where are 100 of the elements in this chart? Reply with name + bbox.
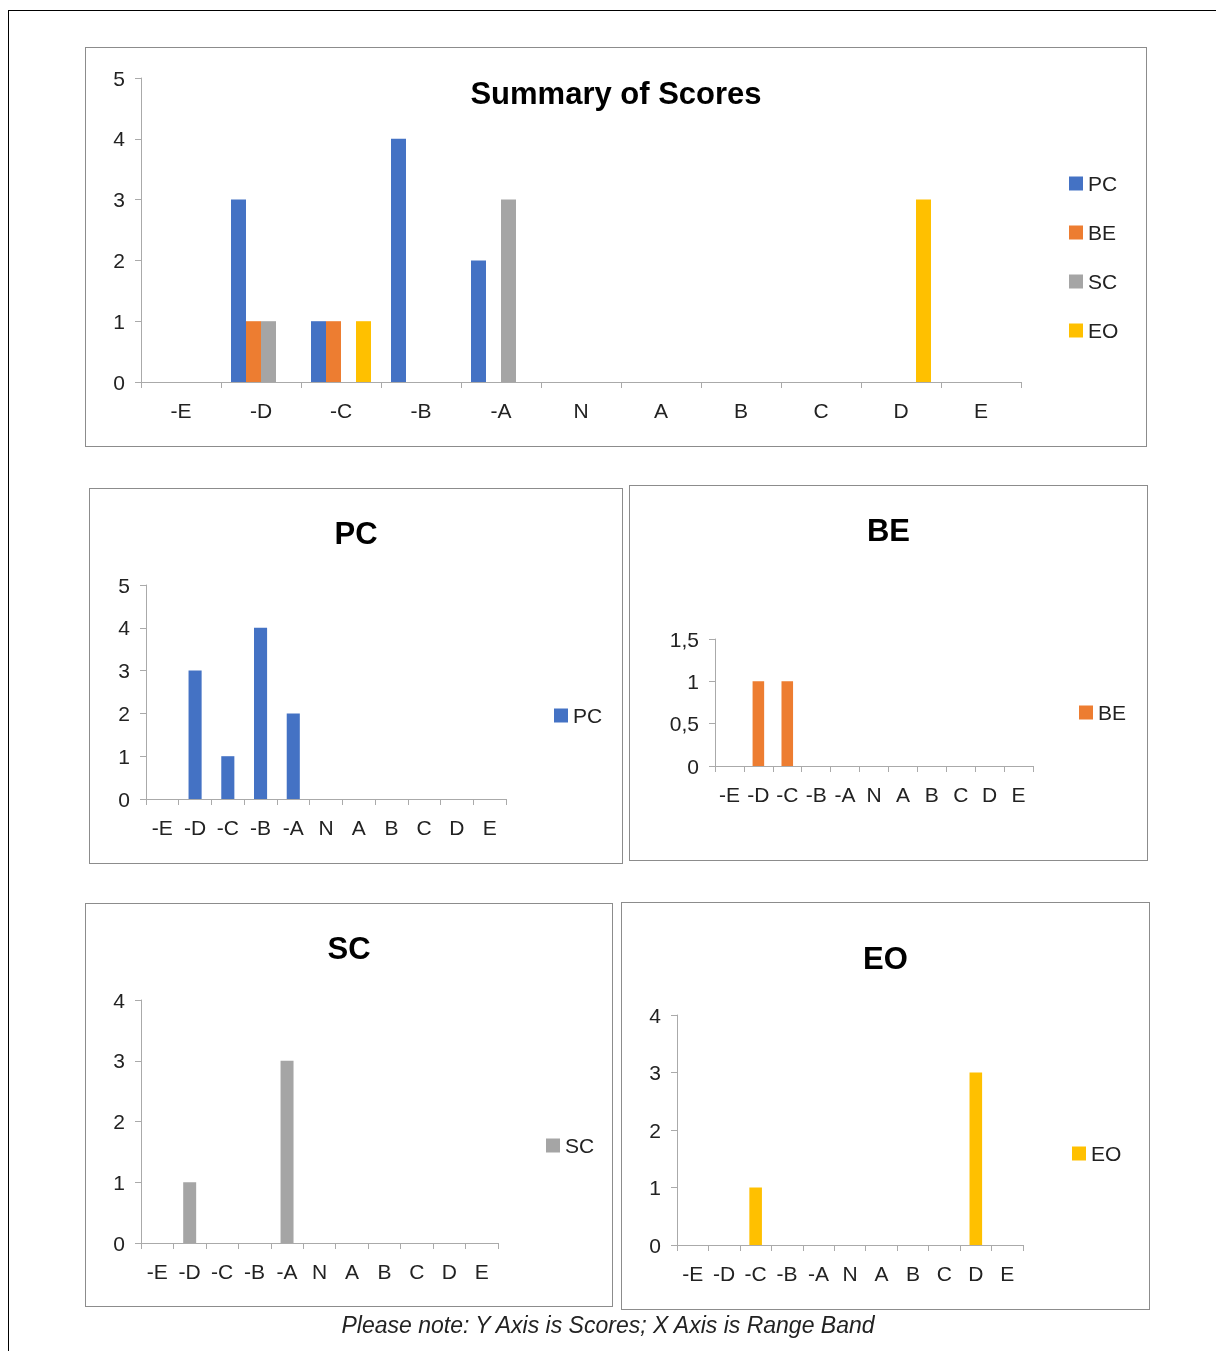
y-tick-label: 1 xyxy=(113,1170,125,1194)
y-tick-label: 2 xyxy=(649,1118,661,1142)
x-tick-label: A xyxy=(351,816,366,839)
y-tick-label: 2 xyxy=(113,1110,125,1133)
x-tick-label: -A xyxy=(282,816,304,839)
x-tick-label: N xyxy=(311,1260,328,1283)
legend-label: PC xyxy=(573,704,603,727)
y-tick-label: 2 xyxy=(118,701,130,725)
x-tick-label: -A xyxy=(490,399,512,422)
bar xyxy=(356,321,371,382)
x-tick-label: -C xyxy=(744,1262,767,1285)
x-tick-label: A xyxy=(895,783,910,806)
text: Please note: Y Axis is Scores; X Axis is Range Band xyxy=(340,1312,876,1339)
y-tick-label: 0,5 xyxy=(669,712,699,736)
x-tick-label: N xyxy=(842,1262,858,1285)
y-tick-label: 4 xyxy=(113,127,126,151)
x-tick-label: N xyxy=(573,399,589,422)
x-tick-label: D xyxy=(441,1260,457,1283)
x-tick-label: -D xyxy=(249,399,273,422)
x-tick-label: -D xyxy=(178,1260,201,1283)
x-tick-label: E xyxy=(1011,783,1026,806)
legend-label: PC xyxy=(1088,172,1118,195)
x-tick-label: -E xyxy=(170,399,192,422)
y-tick-label: 5 xyxy=(113,66,125,90)
x-tick-label: B xyxy=(905,1262,920,1285)
y-tick-label: 0 xyxy=(113,1231,125,1255)
legend-label: SC xyxy=(1088,270,1118,293)
y-tick-label: 0 xyxy=(687,754,699,778)
legend-label: EO xyxy=(1091,1142,1122,1165)
bar xyxy=(326,321,341,382)
x-tick-label: A xyxy=(874,1262,889,1285)
y-tick-label: 1 xyxy=(687,669,699,693)
x-tick-label: N xyxy=(318,816,334,839)
x-tick-label: D xyxy=(893,399,909,422)
bar xyxy=(246,321,261,382)
x-tick-label: -B xyxy=(805,783,827,806)
x-tick-label: -B xyxy=(250,816,272,839)
x-tick-label: A xyxy=(653,399,669,422)
y-tick-label: 0 xyxy=(118,787,130,811)
legend-label: BE xyxy=(1088,221,1117,244)
y-tick-label: 4 xyxy=(118,616,131,640)
legend-label: SC xyxy=(565,1134,595,1157)
y-tick-label: 3 xyxy=(113,188,125,212)
x-tick-label: -C xyxy=(211,1260,234,1283)
x-tick-label: -B xyxy=(776,1262,798,1285)
x-tick-label: -C xyxy=(216,816,239,839)
chart-title: EO xyxy=(863,941,908,976)
x-tick-label: -A xyxy=(808,1262,830,1285)
x-tick-label: -A xyxy=(834,783,856,806)
legend-label: EO xyxy=(1088,319,1119,342)
x-tick-label: B xyxy=(384,816,399,839)
y-tick-label: 4 xyxy=(113,988,126,1012)
x-tick-label: -E xyxy=(718,783,740,806)
bar xyxy=(391,138,406,382)
x-tick-label: -B xyxy=(410,399,432,422)
x-tick-label: -D xyxy=(713,1262,736,1285)
y-tick-label: 1 xyxy=(649,1176,661,1199)
bar xyxy=(221,756,235,799)
x-tick-label: N xyxy=(866,783,882,806)
x-tick-label: -A xyxy=(276,1260,298,1283)
x-tick-label: B xyxy=(377,1260,392,1283)
x-tick-label: -D xyxy=(747,783,770,806)
y-tick-label: 3 xyxy=(649,1061,661,1084)
y-tick-label: 0 xyxy=(113,370,125,394)
x-tick-label: C xyxy=(416,816,432,839)
y-tick-label: 3 xyxy=(113,1049,125,1073)
x-tick-label: C xyxy=(409,1260,425,1283)
x-tick-label: A xyxy=(344,1260,359,1283)
y-tick-label: 2 xyxy=(113,248,125,272)
x-tick-label: C xyxy=(953,783,969,806)
bar xyxy=(254,627,268,799)
chart-title: Summary of Scores xyxy=(470,76,762,111)
y-tick-label: 0 xyxy=(649,1233,661,1257)
x-tick-label: E xyxy=(482,816,497,839)
y-tick-label: 3 xyxy=(118,659,130,683)
x-tick-label: -E xyxy=(151,816,173,839)
x-tick-label: B xyxy=(733,399,749,422)
x-tick-label: D xyxy=(449,816,465,839)
y-tick-label: 5 xyxy=(118,573,130,597)
chart-title: BE xyxy=(866,513,911,548)
x-tick-label: E xyxy=(973,399,989,422)
x-tick-label: D xyxy=(982,783,998,806)
x-tick-label: C xyxy=(936,1262,952,1285)
bar xyxy=(916,199,931,382)
x-tick-label: -E xyxy=(146,1260,168,1283)
x-tick-label: -D xyxy=(184,816,207,839)
bar xyxy=(231,199,246,382)
y-tick-label: 1 xyxy=(113,309,125,333)
x-tick-label: -C xyxy=(329,399,353,422)
y-tick-label: 1 xyxy=(118,744,130,768)
x-tick-label: D xyxy=(968,1262,984,1285)
bar xyxy=(471,260,486,382)
x-tick-label: -C xyxy=(776,783,799,806)
y-tick-label: 4 xyxy=(649,1003,662,1027)
y-tick-label: 1,5 xyxy=(669,627,699,651)
x-tick-label: -E xyxy=(682,1262,704,1285)
chart-title: SC xyxy=(327,931,371,966)
chart-title: PC xyxy=(334,516,378,551)
x-tick-label: C xyxy=(813,399,829,422)
legend-label: BE xyxy=(1098,701,1127,724)
